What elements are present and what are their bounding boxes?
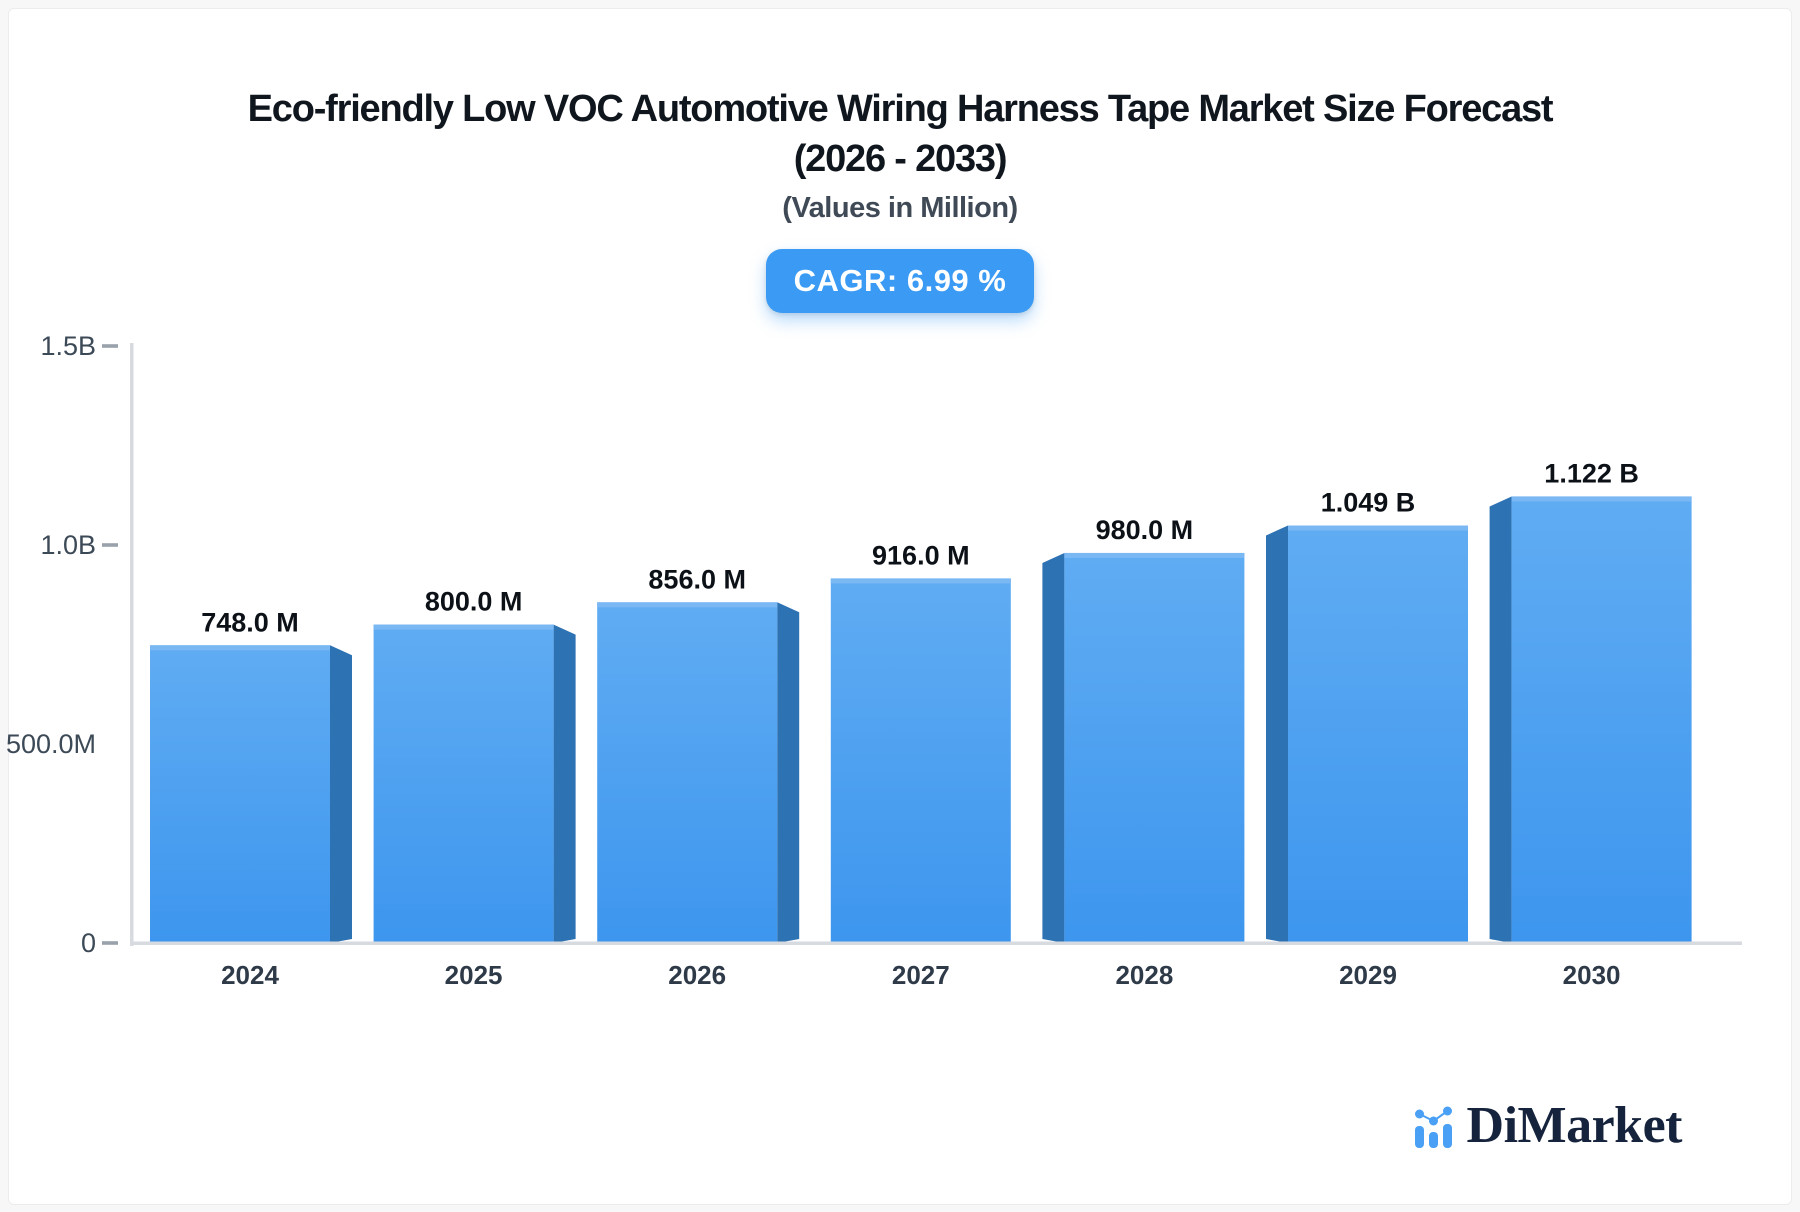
bar-group (1266, 525, 1468, 943)
bar-value-label: 1.122 B (1544, 458, 1639, 488)
bar-value-label: 800.0 M (425, 587, 523, 617)
x-axis-label: 2027 (892, 960, 950, 990)
bar-value-label: 1.049 B (1321, 487, 1416, 517)
bar-side-face (1042, 552, 1065, 943)
bar-value-label: 980.0 M (1096, 515, 1194, 545)
bar-front-face (1064, 552, 1245, 943)
bar-top-highlight (1511, 496, 1692, 502)
bar-group (150, 645, 352, 943)
bar-side-face (553, 624, 576, 943)
bar-value-label: 916.0 M (872, 540, 970, 570)
bar-front-face (150, 645, 330, 943)
y-axis-line (130, 343, 134, 946)
logo-bar (1442, 1124, 1452, 1148)
y-axis-tick-label: 1.0B (40, 530, 96, 560)
bar-group (1489, 496, 1692, 943)
bar-value-label: 856.0 M (648, 564, 746, 594)
bar-group (830, 578, 1011, 943)
bar-front-face (597, 602, 778, 943)
chart-header: Eco-friendly Low VOC Automotive Wiring H… (0, 84, 1800, 313)
x-axis-label: 2030 (1563, 960, 1621, 990)
x-axis-label: 2029 (1339, 960, 1397, 990)
y-axis-tick-label: 500.0M (6, 729, 96, 759)
y-tick-dash (102, 941, 118, 945)
logo-dot (1414, 1109, 1424, 1119)
bar-side-face (1489, 496, 1512, 943)
bar-top-highlight (373, 624, 554, 630)
y-axis-tick-label: 1.5B (40, 331, 96, 361)
cagr-badge: CAGR: 6.99 % (765, 249, 1035, 313)
chart-title-line1: Eco-friendly Low VOC Automotive Wiring H… (247, 88, 1554, 130)
bar-top-highlight (150, 645, 330, 651)
logo-bar (1428, 1132, 1438, 1148)
x-axis-label: 2025 (445, 960, 503, 990)
bar-side-face (777, 602, 800, 943)
bar-value-label: 748.0 M (201, 607, 299, 637)
x-axis-label: 2028 (1115, 960, 1173, 990)
bar-group (597, 602, 800, 943)
bar-chart-logo-icon (1414, 1106, 1452, 1148)
bar-top-highlight (1288, 525, 1468, 531)
x-axis-baseline (130, 941, 1742, 945)
bar-front-face (373, 624, 554, 943)
bar-front-face (830, 578, 1011, 943)
bar-front-face (1288, 525, 1468, 943)
bar-top-highlight (597, 602, 778, 608)
brand-name: DiMarket (1466, 1097, 1683, 1154)
y-tick-dash (102, 543, 118, 547)
bar-top-highlight (1064, 552, 1245, 558)
logo-bar (1414, 1126, 1424, 1148)
bar-top-highlight (830, 578, 1011, 584)
x-axis-label: 2026 (668, 960, 726, 990)
chart-title-line2: (2026 - 2033) (793, 138, 1008, 180)
bar-front-face (1511, 496, 1692, 943)
logo-dot (1428, 1116, 1438, 1126)
x-axis-label: 2024 (221, 960, 279, 990)
logo-dot (1442, 1106, 1452, 1116)
y-axis-tick-label: 0 (81, 928, 96, 958)
bar-side-face (330, 645, 352, 943)
bar-group (1042, 552, 1245, 943)
bar-side-face (1266, 525, 1288, 943)
chart-subtitle: (Values in Million) (782, 192, 1018, 224)
brand-logo: DiMarket (1414, 1097, 1683, 1154)
y-tick-dash (102, 344, 118, 348)
bar-group (373, 624, 576, 943)
